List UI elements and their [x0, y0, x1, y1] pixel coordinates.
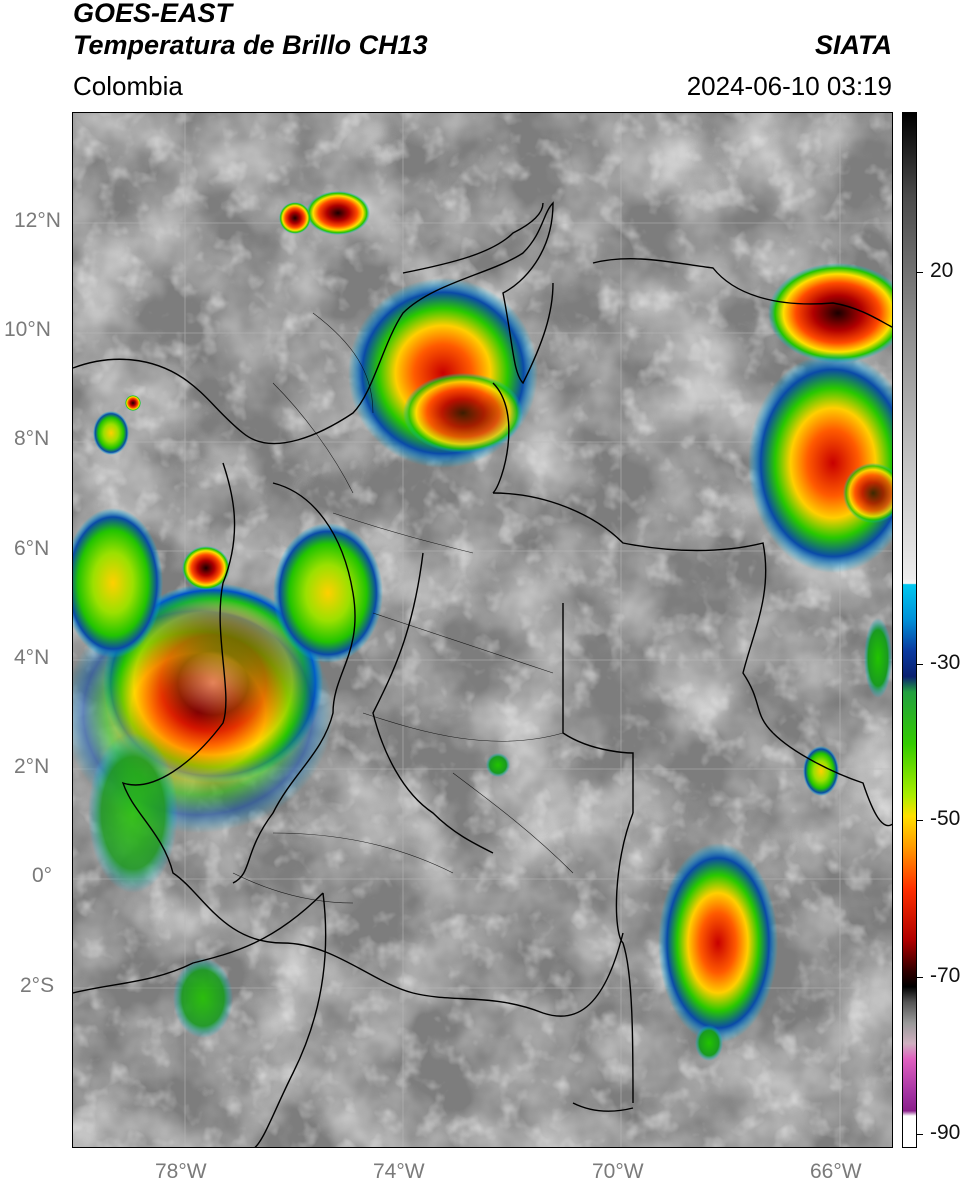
colorbar-tick-m90: [917, 1134, 923, 1135]
map-canvas: [73, 113, 892, 1147]
borders: [73, 201, 892, 1147]
lon-label-70w: 70°W: [592, 1160, 644, 1183]
storm-venezuela-east: [748, 353, 892, 573]
lon-label-78w: 78°W: [155, 1160, 207, 1183]
colorbar-label-20: 20: [930, 259, 954, 282]
lon-label-74w: 74°W: [373, 1160, 425, 1183]
storm-pacific-west: [73, 508, 163, 658]
lat-label-0: 0°: [32, 864, 53, 887]
lat-label-2n: 2°N: [14, 755, 50, 778]
colorbar-label-m50: -50: [930, 807, 961, 830]
colorbar-tick-20: [917, 272, 923, 273]
lat-label-2s: 2°S: [20, 974, 55, 997]
lat-label-8n: 8°N: [14, 427, 50, 450]
satellite-map: [72, 112, 893, 1148]
colorbar: [902, 112, 917, 1148]
colorbar-tick-m70: [917, 977, 923, 978]
lat-label-10n: 10°N: [4, 318, 51, 341]
region-label: Colombia: [73, 71, 183, 101]
storm-venezuela-north: [768, 263, 892, 363]
source-label: SIATA: [815, 30, 892, 60]
departments: [232, 312, 574, 904]
storm-caribbean-1: [306, 191, 370, 235]
lon-label-66w: 66°W: [810, 1160, 862, 1183]
colorbar-label-m70: -70: [930, 964, 961, 987]
colorbar-tick-m30: [917, 664, 923, 665]
colorbar-label-m90: -90: [930, 1121, 961, 1144]
colorbar-tick-m50: [917, 820, 923, 821]
storm-antioquia: [273, 523, 383, 663]
storm-amazon: [658, 843, 778, 1043]
title-product: Temperatura de Brillo CH13: [73, 30, 428, 60]
title-satellite: GOES-EAST: [73, 0, 233, 28]
convective-cells: [73, 191, 892, 1061]
datetime-label: 2024-06-10 03:19: [686, 71, 892, 101]
lat-label-4n: 4°N: [14, 646, 50, 669]
lat-label-6n: 6°N: [14, 537, 50, 560]
lat-label-12n: 12°N: [14, 209, 61, 232]
storm-choco: [182, 546, 230, 590]
colorbar-label-m30: -30: [930, 651, 961, 674]
